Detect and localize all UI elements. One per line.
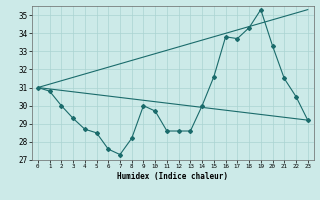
X-axis label: Humidex (Indice chaleur): Humidex (Indice chaleur) (117, 172, 228, 181)
